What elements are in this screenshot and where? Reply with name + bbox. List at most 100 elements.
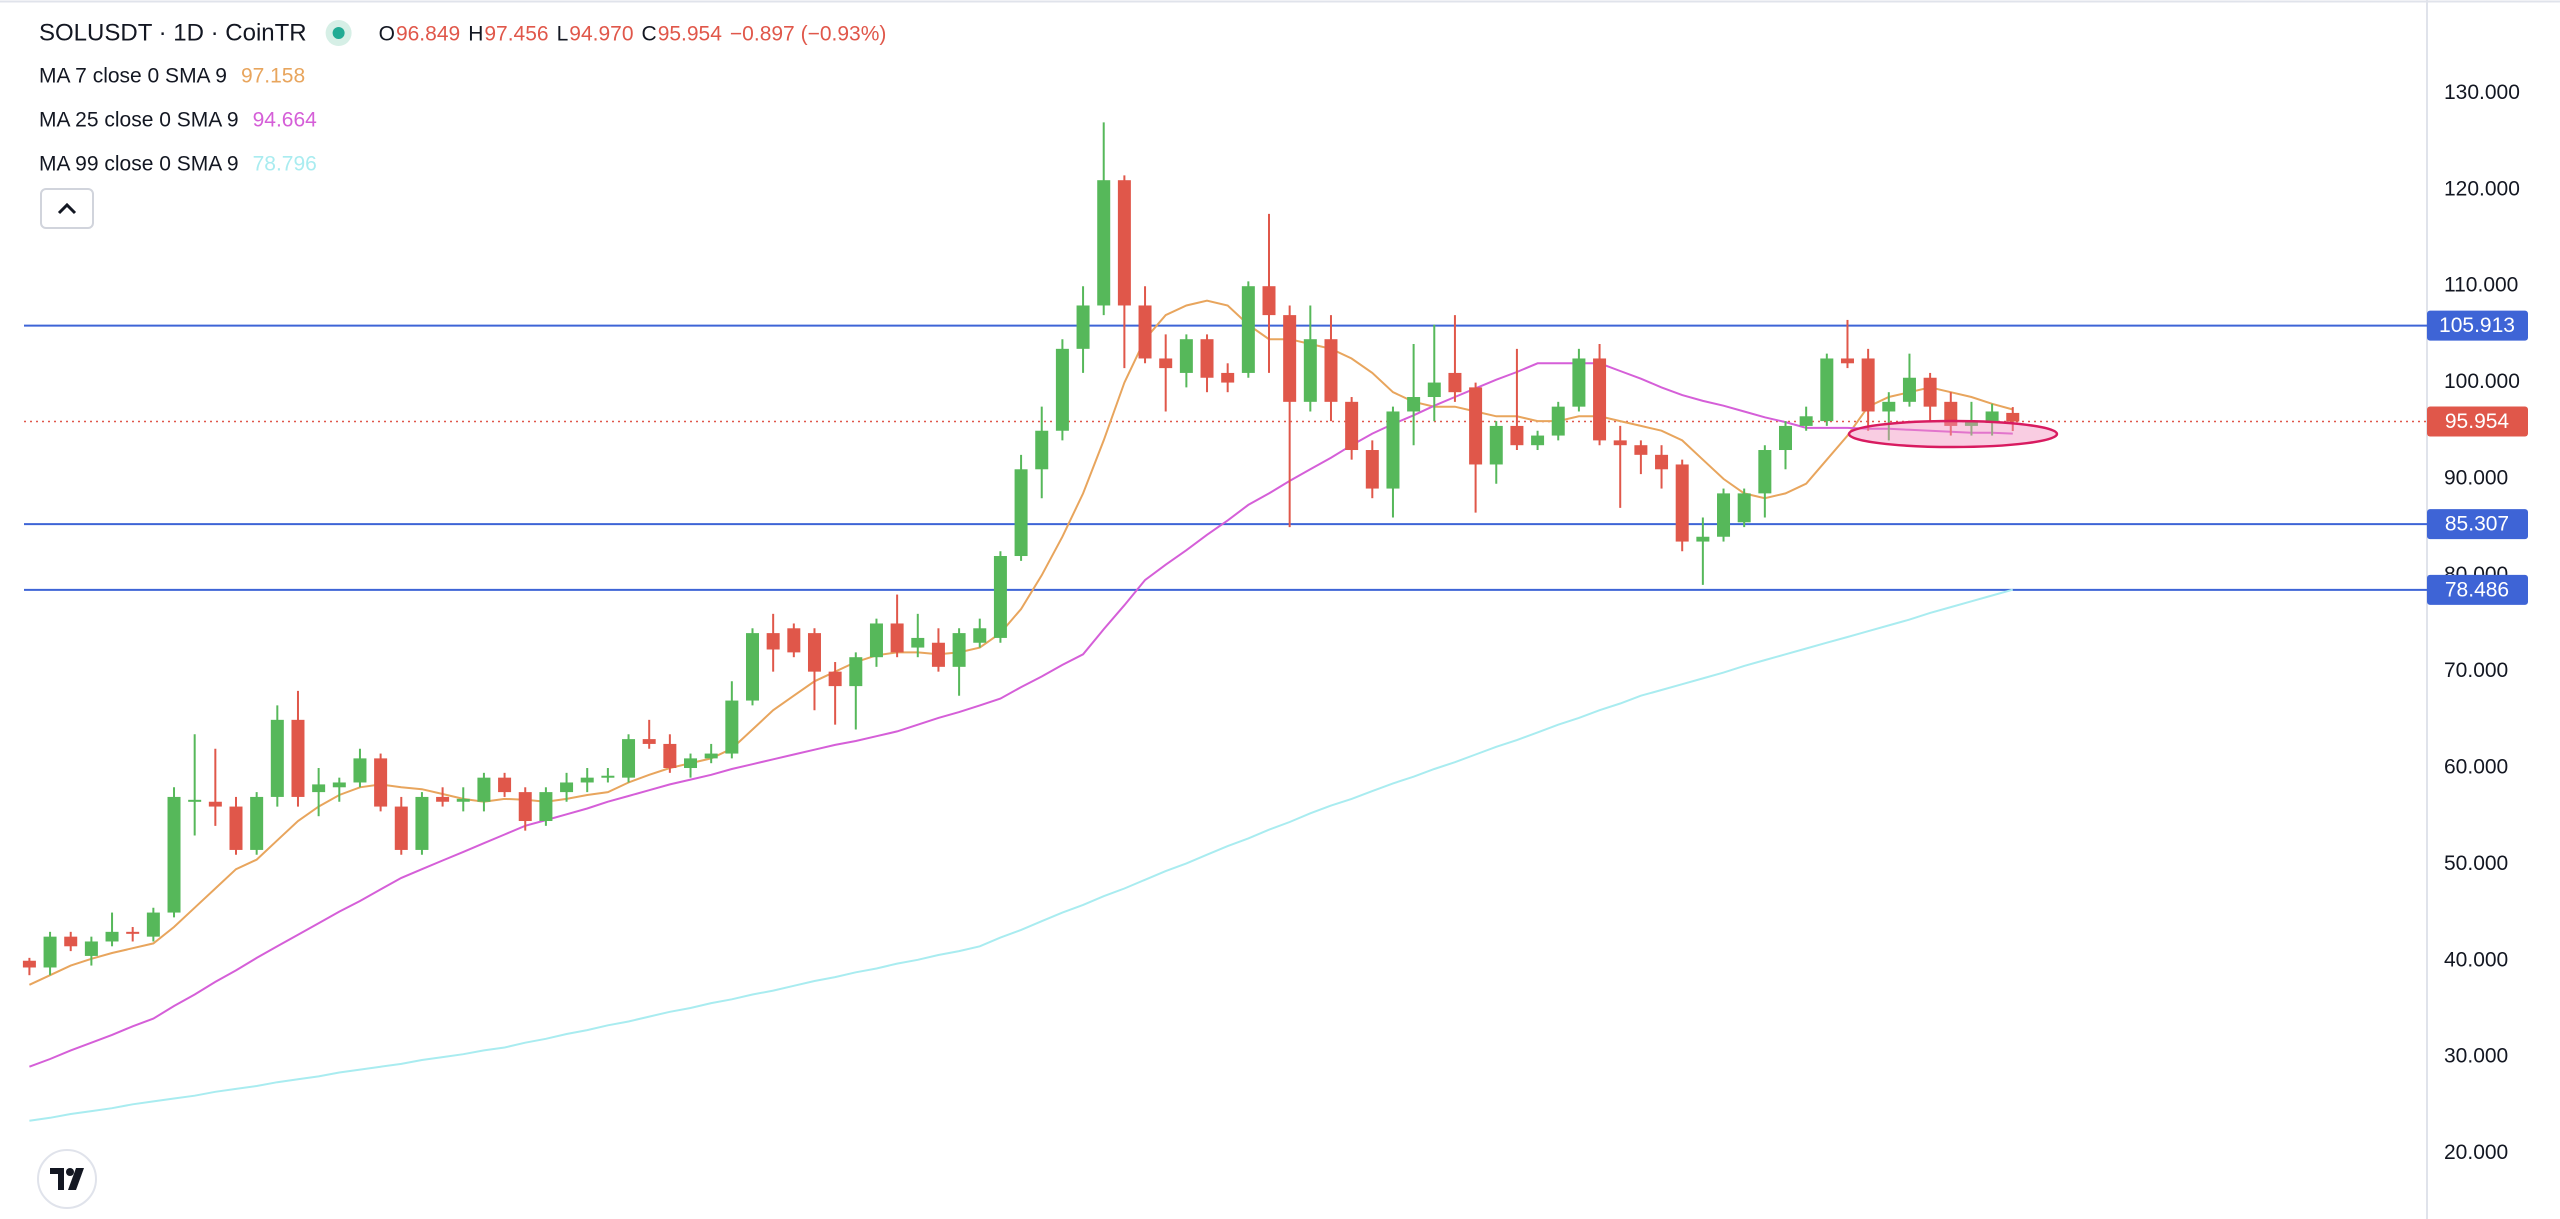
candle-body xyxy=(1717,493,1731,537)
y-tick-label: 50.000 xyxy=(2444,852,2508,875)
candle-body xyxy=(498,777,512,793)
ma-legend-name: MA 99 close 0 SMA 9 xyxy=(39,153,239,176)
candle-body xyxy=(993,556,1007,638)
candle-body xyxy=(766,633,780,650)
candle-body xyxy=(291,719,305,797)
candle-body xyxy=(84,941,98,956)
candle-body xyxy=(1964,421,1978,426)
candle-body xyxy=(229,806,243,850)
candle-body xyxy=(787,628,801,653)
candle-body xyxy=(539,792,553,822)
candle-body xyxy=(518,792,532,822)
ohlc-value: 97.456 xyxy=(484,23,548,46)
candle-body xyxy=(270,719,284,797)
candle-body xyxy=(250,796,264,850)
candle-body xyxy=(2006,412,2020,422)
candle-body xyxy=(601,775,615,778)
candle-body xyxy=(374,758,388,807)
price-change: −0.897 (−0.93%) xyxy=(730,23,886,46)
candle-body xyxy=(188,799,202,802)
candle-body xyxy=(353,758,367,783)
logo-circle[interactable] xyxy=(37,1149,97,1209)
candle-body xyxy=(1510,425,1524,446)
candle-body xyxy=(1655,454,1669,470)
candle-body xyxy=(22,960,36,968)
candle-body xyxy=(1159,358,1173,369)
ma-legend-value: 78.796 xyxy=(253,153,317,176)
level-label: 85.307 xyxy=(2445,513,2509,536)
y-tick-label: 130.000 xyxy=(2444,81,2520,104)
candle-body xyxy=(1097,180,1111,306)
candle-body xyxy=(1035,430,1049,470)
candle-body xyxy=(456,798,470,802)
logo-slash xyxy=(68,1168,84,1190)
candle-body xyxy=(663,743,677,769)
collapse-button-box[interactable] xyxy=(40,188,94,229)
tradingview-logo[interactable] xyxy=(37,1149,97,1209)
candle-body xyxy=(849,657,863,687)
candle-body xyxy=(43,936,57,968)
ohlc-value: 96.849 xyxy=(396,23,460,46)
candle-body xyxy=(1572,358,1586,407)
candle-body xyxy=(1324,339,1338,402)
y-tick-label: 100.000 xyxy=(2444,370,2520,393)
candle-body xyxy=(746,633,759,701)
ohlc-value: 95.954 xyxy=(658,23,723,46)
y-tick-label: 30.000 xyxy=(2444,1045,2508,1068)
candle-body xyxy=(1613,440,1627,446)
y-tick-label: 70.000 xyxy=(2444,659,2508,682)
ma-legend-value: 94.664 xyxy=(253,109,318,132)
candle-body xyxy=(1076,305,1090,349)
candle-body xyxy=(725,700,739,754)
candle-body xyxy=(332,782,346,788)
level-label: 78.486 xyxy=(2445,578,2509,601)
ma-line xyxy=(29,588,2014,1122)
market-status-dot xyxy=(332,27,345,39)
candle-body xyxy=(704,753,718,759)
candle-body xyxy=(146,912,160,937)
candle-body xyxy=(1489,425,1503,465)
ma-legend-name: MA 7 close 0 SMA 9 xyxy=(39,65,227,88)
y-tick-label: 20.000 xyxy=(2444,1141,2508,1164)
ohlc-key: L xyxy=(557,23,569,46)
last-price-label: 95.954 xyxy=(2445,410,2510,433)
highlight-ellipse xyxy=(1847,419,2059,449)
y-tick-label: 40.000 xyxy=(2444,948,2508,971)
candle-body xyxy=(1221,372,1235,383)
candle-body xyxy=(477,777,491,802)
candle-body xyxy=(1303,339,1317,402)
candle-body xyxy=(1241,286,1255,373)
y-tick-label: 120.000 xyxy=(2444,177,2520,200)
y-tick-label: 60.000 xyxy=(2444,756,2508,779)
candle-body xyxy=(642,739,656,744)
ma-legend-name: MA 25 close 0 SMA 9 xyxy=(39,109,239,132)
collapse-button[interactable] xyxy=(40,188,94,229)
candle-body xyxy=(952,633,966,667)
candle-body xyxy=(973,628,987,643)
candle-body xyxy=(1200,339,1214,378)
candle-body xyxy=(1138,305,1152,359)
candle-body xyxy=(1758,450,1772,494)
candle-body xyxy=(911,637,925,648)
candle-body xyxy=(64,936,78,947)
y-tick-label: 110.000 xyxy=(2444,274,2518,297)
candle-body xyxy=(1117,180,1131,306)
candle-body xyxy=(1427,382,1441,398)
ma-line xyxy=(29,362,2013,1068)
level-label-box xyxy=(2427,310,2528,341)
candle-body xyxy=(415,796,429,850)
logo-mark xyxy=(50,1168,64,1190)
candle-body xyxy=(1469,387,1483,465)
candle-body xyxy=(580,777,594,783)
ma-line xyxy=(28,299,2014,986)
candle-body xyxy=(1882,401,1896,412)
candle-body xyxy=(1840,358,1854,364)
symbol-title: SOLUSDT · 1D · CoinTR xyxy=(39,19,307,46)
candle-body xyxy=(1593,358,1607,441)
candle-body xyxy=(1696,536,1710,542)
candle-body xyxy=(1861,358,1875,412)
ohlc-key: H xyxy=(468,23,483,46)
candle-body xyxy=(312,784,326,793)
candle-body xyxy=(1345,401,1359,451)
